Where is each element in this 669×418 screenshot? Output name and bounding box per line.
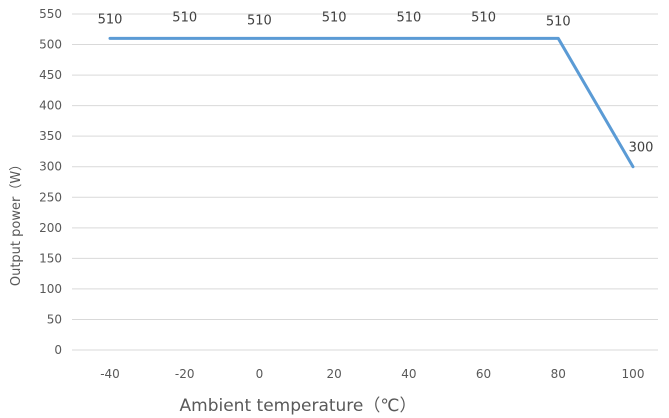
x-tick-label: 60 bbox=[476, 367, 491, 381]
y-tick-label: 100 bbox=[39, 282, 62, 296]
y-tick-label: 350 bbox=[39, 129, 62, 143]
series-layer bbox=[108, 36, 635, 169]
y-axis-title: Output power（W） bbox=[9, 158, 24, 286]
y-tick-label: 500 bbox=[39, 38, 62, 52]
grid-lines bbox=[72, 13, 658, 351]
x-tick-label: 20 bbox=[327, 367, 342, 381]
y-tick-label: 400 bbox=[39, 99, 62, 113]
x-tick-label: -40 bbox=[100, 367, 120, 381]
series-line bbox=[108, 36, 635, 169]
data-label: 510 bbox=[396, 10, 421, 25]
y-tick-label: 300 bbox=[39, 160, 62, 174]
y-tick-label: 150 bbox=[39, 251, 62, 265]
y-tick-label: 250 bbox=[39, 190, 62, 204]
data-label: 510 bbox=[98, 12, 123, 27]
y-tick-label: 450 bbox=[39, 68, 62, 82]
data-label: 510 bbox=[322, 10, 347, 25]
x-axis-title: Ambient temperature（℃） bbox=[180, 396, 417, 416]
data-label: 510 bbox=[172, 10, 197, 25]
y-tick-label: 200 bbox=[39, 221, 62, 235]
y-tick-label: 0 bbox=[54, 343, 62, 357]
x-tick-label: 100 bbox=[622, 367, 645, 381]
x-tick-label: -20 bbox=[175, 367, 195, 381]
data-label: 510 bbox=[471, 10, 496, 25]
y-axis-ticks: 0 50 100 150 200 250 300 350 400 450 500 550 bbox=[39, 7, 62, 357]
x-tick-label: 0 bbox=[256, 367, 264, 381]
y-tick-label: 50 bbox=[47, 312, 62, 326]
y-tick-label: 550 bbox=[39, 7, 62, 21]
data-labels: 510 510 510 510 510 510 510 300 bbox=[98, 10, 654, 155]
data-label: 510 bbox=[546, 14, 571, 29]
data-label: 300 bbox=[629, 141, 654, 156]
x-tick-label: 40 bbox=[401, 367, 416, 381]
x-tick-label: 80 bbox=[551, 367, 566, 381]
data-label: 510 bbox=[247, 13, 272, 28]
x-axis-ticks: -40 -20 0 20 40 60 80 100 bbox=[100, 367, 644, 381]
